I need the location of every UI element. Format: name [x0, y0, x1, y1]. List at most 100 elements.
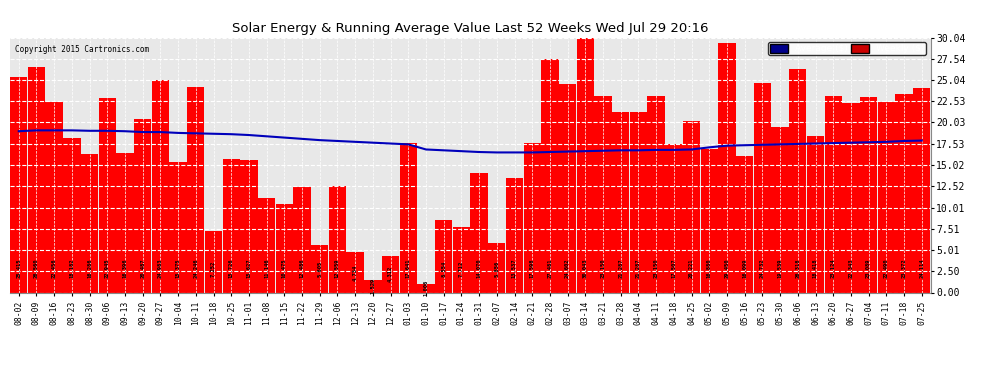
Bar: [719, 42, 736, 292]
Text: 11.146: 11.146: [264, 259, 269, 279]
Text: 22.343: 22.343: [848, 259, 853, 279]
Text: 24.732: 24.732: [760, 259, 765, 279]
Bar: [559, 84, 576, 292]
Bar: [81, 154, 98, 292]
Text: 26.318: 26.318: [795, 259, 800, 279]
Bar: [151, 80, 169, 292]
Bar: [258, 198, 275, 292]
Bar: [825, 96, 842, 292]
Bar: [736, 156, 753, 292]
Text: 15.726: 15.726: [229, 259, 234, 279]
Legend: Average ($), Weekly ($): Average ($), Weekly ($): [768, 42, 926, 55]
Bar: [665, 144, 682, 292]
Bar: [452, 227, 470, 292]
Text: 22.945: 22.945: [105, 259, 110, 279]
Bar: [293, 186, 311, 292]
Text: 22.490: 22.490: [884, 259, 889, 279]
Text: 13.537: 13.537: [512, 259, 517, 279]
Text: 5.605: 5.605: [317, 261, 323, 277]
Bar: [99, 98, 116, 292]
Bar: [205, 231, 222, 292]
Bar: [223, 159, 240, 292]
Text: 24.983: 24.983: [157, 259, 163, 279]
Text: 22.456: 22.456: [51, 259, 56, 279]
Text: 16.286: 16.286: [87, 259, 92, 279]
Bar: [576, 38, 594, 292]
Text: 18.182: 18.182: [69, 259, 74, 279]
Bar: [275, 204, 293, 292]
Bar: [364, 279, 381, 292]
Text: 23.124: 23.124: [831, 259, 836, 279]
Bar: [506, 178, 523, 292]
Bar: [913, 88, 931, 292]
Text: 8.554: 8.554: [442, 261, 446, 277]
Text: 27.481: 27.481: [547, 259, 552, 279]
Bar: [418, 284, 435, 292]
Bar: [771, 127, 789, 292]
Text: 4.734: 4.734: [352, 264, 357, 280]
Text: 17.641: 17.641: [406, 259, 411, 279]
Text: 29.450: 29.450: [725, 259, 730, 279]
Text: 24.114: 24.114: [920, 259, 925, 279]
Bar: [28, 67, 46, 292]
Text: 30.043: 30.043: [583, 259, 588, 279]
Text: 15.627: 15.627: [247, 259, 251, 279]
Text: 7.252: 7.252: [211, 261, 216, 277]
Text: 14.070: 14.070: [476, 259, 481, 279]
Bar: [701, 149, 718, 292]
Bar: [878, 102, 895, 292]
Text: 16.099: 16.099: [742, 259, 747, 279]
Bar: [46, 102, 62, 292]
Bar: [753, 82, 771, 292]
Text: 1.529: 1.529: [370, 278, 375, 294]
Text: 19.539: 19.539: [777, 259, 783, 279]
Bar: [612, 112, 630, 292]
Bar: [594, 96, 612, 292]
Bar: [116, 153, 134, 292]
Text: 21.287: 21.287: [618, 259, 624, 279]
Text: 12.486: 12.486: [300, 259, 305, 279]
Text: 5.856: 5.856: [494, 261, 499, 277]
Text: 25.415: 25.415: [16, 259, 21, 279]
Text: 26.560: 26.560: [34, 259, 39, 279]
Bar: [895, 94, 913, 292]
Title: Solar Energy & Running Average Value Last 52 Weeks Wed Jul 29 20:16: Solar Energy & Running Average Value Las…: [232, 22, 709, 35]
Bar: [807, 136, 825, 292]
Bar: [241, 160, 257, 292]
Bar: [683, 121, 700, 292]
Bar: [10, 77, 28, 292]
Text: 17.598: 17.598: [530, 259, 535, 279]
Bar: [842, 103, 859, 292]
Bar: [542, 59, 558, 292]
Bar: [134, 118, 151, 292]
Text: 1.006: 1.006: [424, 280, 429, 296]
Bar: [647, 96, 665, 292]
Bar: [789, 69, 807, 292]
Bar: [630, 112, 647, 292]
Text: 23.089: 23.089: [866, 259, 871, 279]
Text: 23.150: 23.150: [653, 259, 658, 279]
Bar: [169, 162, 187, 292]
Text: 24.602: 24.602: [565, 259, 570, 279]
Text: 17.507: 17.507: [671, 259, 676, 279]
Text: Copyright 2015 Cartronics.com: Copyright 2015 Cartronics.com: [15, 45, 148, 54]
Bar: [470, 173, 488, 292]
Text: 4.312: 4.312: [388, 266, 393, 282]
Bar: [435, 220, 452, 292]
Text: 7.712: 7.712: [459, 261, 464, 277]
Bar: [311, 245, 329, 292]
Text: 10.475: 10.475: [282, 259, 287, 279]
Bar: [63, 138, 80, 292]
Text: 20.221: 20.221: [689, 259, 694, 279]
Text: 23.150: 23.150: [601, 259, 606, 279]
Text: 15.375: 15.375: [175, 259, 180, 279]
Bar: [860, 96, 877, 292]
Bar: [329, 186, 346, 292]
Text: 16.880: 16.880: [707, 259, 712, 279]
Bar: [488, 243, 506, 292]
Text: 23.372: 23.372: [902, 259, 907, 279]
Bar: [346, 252, 364, 292]
Bar: [187, 87, 205, 292]
Text: 24.246: 24.246: [193, 259, 198, 279]
Bar: [382, 256, 399, 292]
